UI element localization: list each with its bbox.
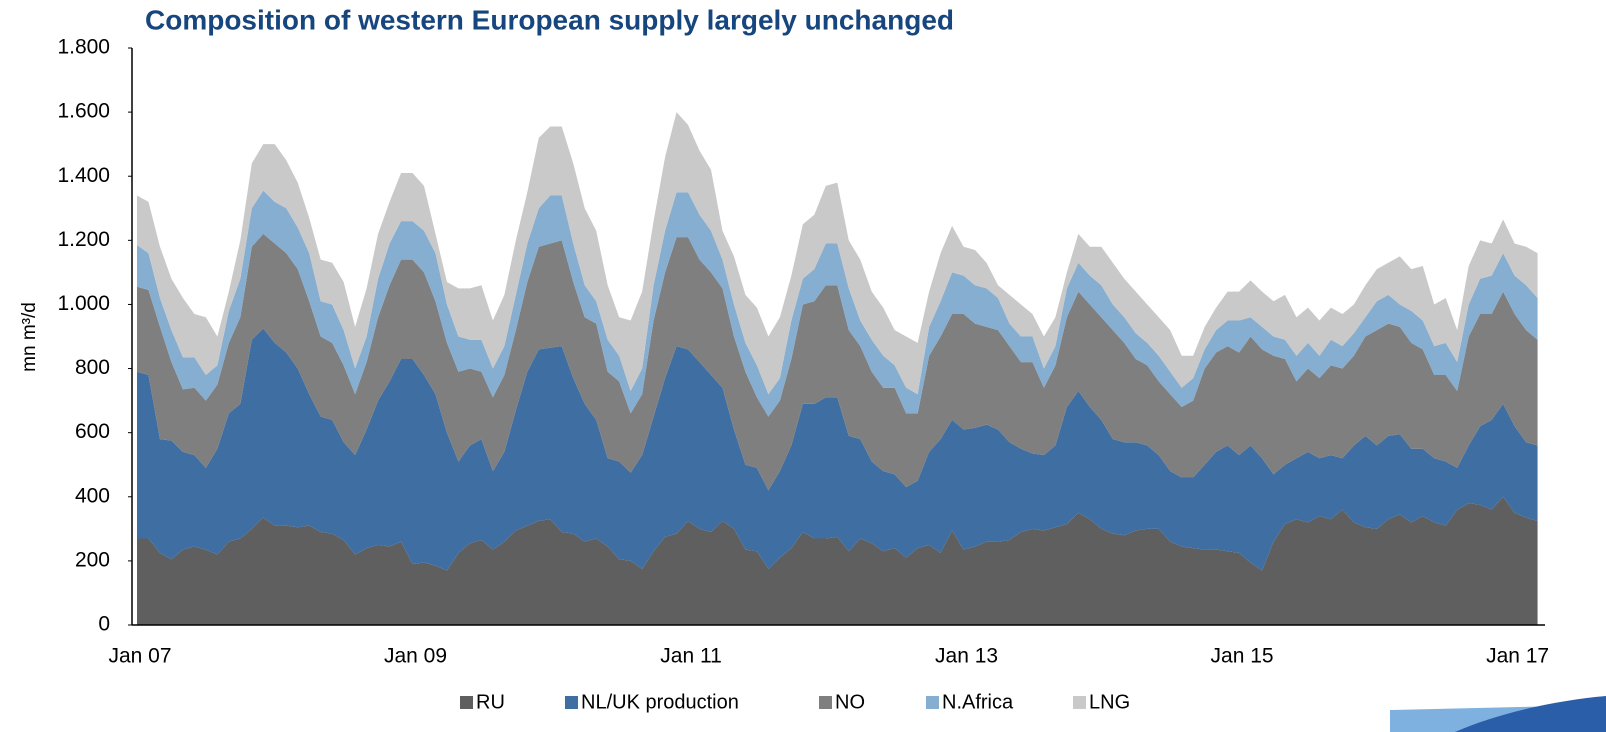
x-tick-label: Jan 17: [1486, 645, 1549, 668]
chart-title: Composition of western European supply l…: [145, 4, 954, 35]
x-tick-label: Jan 15: [1211, 645, 1274, 668]
legend-swatch: [1073, 696, 1086, 709]
y-tick-label: 0: [98, 613, 110, 636]
area: [137, 112, 1538, 395]
areas: [137, 112, 1538, 625]
x-tick-label: Jan 09: [384, 645, 447, 668]
logo: [1390, 696, 1606, 732]
x-tick-label: Jan 13: [935, 645, 998, 668]
y-tick-label: 800: [75, 356, 110, 379]
y-tick-label: 600: [75, 420, 110, 443]
area: [137, 190, 1538, 417]
area: [137, 233, 1538, 491]
legend-label: N.Africa: [942, 691, 1014, 713]
area: [137, 328, 1538, 571]
legend-swatch: [819, 696, 832, 709]
legend-swatch: [565, 696, 578, 709]
legend-label: NO: [835, 691, 865, 713]
x-tick-label: Jan 07: [108, 645, 171, 668]
legend-label: LNG: [1089, 691, 1130, 713]
y-tick-label: 1.800: [57, 36, 110, 59]
legend-label: RU: [476, 691, 505, 713]
y-tick-label: 1.000: [57, 292, 110, 315]
legend-swatch: [926, 696, 939, 709]
y-tick-label: 1.200: [57, 228, 110, 251]
area: [137, 496, 1538, 625]
legend-swatch: [460, 696, 473, 709]
y-tick-label: 200: [75, 548, 110, 571]
legend-label: NL/UK production: [581, 691, 739, 713]
y-tick-label: 400: [75, 484, 110, 507]
y-tick-label: 1.400: [57, 164, 110, 187]
y-axis-label: mn m³/d: [19, 302, 40, 372]
y-tick-label: 1.600: [57, 100, 110, 123]
x-tick-label: Jan 11: [660, 645, 722, 668]
